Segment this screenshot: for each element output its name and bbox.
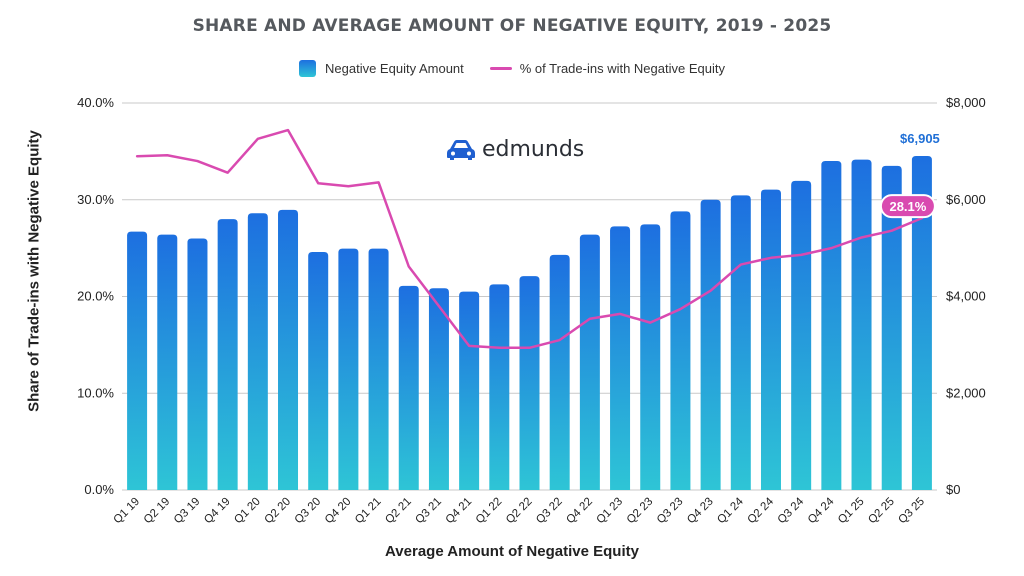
annotations: $6,905 28.1% xyxy=(879,131,940,219)
brand-text: edmunds xyxy=(482,137,585,162)
y-tick-right: $4,000 xyxy=(946,289,986,304)
bar xyxy=(700,199,721,490)
y-tick-right: $8,000 xyxy=(946,95,986,110)
x-tick-label: Q4 22 xyxy=(564,496,595,527)
x-tick-label: Q3 23 xyxy=(655,496,686,527)
y-tick-left: 10.0% xyxy=(77,385,114,400)
bar xyxy=(247,213,268,491)
y-tick-right: $2,000 xyxy=(946,385,986,400)
x-tick-label: Q1 25 xyxy=(836,496,867,527)
x-tick-label: Q3 19 xyxy=(172,496,203,527)
bar-value-label: $6,905 xyxy=(900,131,940,146)
x-tick-label: Q3 25 xyxy=(896,496,927,527)
y-axis-label-left: Share of Trade-ins with Negative Equity xyxy=(25,130,43,412)
x-tick-label: Q2 22 xyxy=(504,496,535,527)
bar xyxy=(881,165,902,490)
x-tick-label: Q2 19 xyxy=(142,496,173,527)
brand-logo: edmunds xyxy=(446,137,584,162)
bar xyxy=(187,238,208,490)
x-tick-label: Q2 24 xyxy=(745,495,776,526)
x-tick-label: Q2 23 xyxy=(625,496,656,527)
x-tick-label: Q2 20 xyxy=(263,496,294,527)
bar xyxy=(308,251,329,490)
bar xyxy=(670,211,691,491)
y-tick-right: $6,000 xyxy=(946,192,986,207)
legend-label-bars: Negative Equity Amount xyxy=(325,61,464,76)
bar xyxy=(459,291,480,490)
x-tick-label: Q4 21 xyxy=(444,496,475,527)
y-tick-right: $0 xyxy=(946,482,960,497)
x-tick-label: Q2 25 xyxy=(866,496,897,527)
x-tick-label: Q1 21 xyxy=(353,496,384,527)
x-axis-label: Average Amount of Negative Equity xyxy=(385,543,639,560)
y-tick-left: 0.0% xyxy=(84,482,114,497)
bar xyxy=(338,248,359,490)
bar xyxy=(821,161,842,491)
y-tick-left: 40.0% xyxy=(77,95,114,110)
bar xyxy=(851,159,872,490)
y-tick-left: 20.0% xyxy=(77,289,114,304)
bar xyxy=(610,226,631,490)
bar xyxy=(760,189,781,490)
x-tick-label: Q3 21 xyxy=(413,496,444,527)
bar xyxy=(791,180,812,491)
y-tick-left: 30.0% xyxy=(77,192,114,207)
line-value-label: 28.1% xyxy=(889,199,926,214)
x-tick-label: Q1 24 xyxy=(715,495,746,526)
x-tick-label: Q3 22 xyxy=(534,496,565,527)
legend-item-bars: Negative Equity Amount xyxy=(299,60,464,77)
chart-title: SHARE AND AVERAGE AMOUNT OF NEGATIVE EQU… xyxy=(192,16,832,36)
bar xyxy=(549,254,570,490)
x-tick-label: Q1 22 xyxy=(474,496,505,527)
car-icon xyxy=(447,139,475,160)
line-series xyxy=(135,128,924,350)
bar xyxy=(519,276,540,490)
x-tick-label: Q1 20 xyxy=(232,496,263,527)
x-tick-label: Q1 23 xyxy=(595,496,626,527)
bar xyxy=(489,284,510,490)
x-tick-label: Q1 19 xyxy=(112,496,143,527)
legend-swatch-bars xyxy=(299,60,317,77)
series-line xyxy=(135,128,924,350)
bar xyxy=(579,234,600,490)
x-tick-label: Q4 24 xyxy=(806,495,837,526)
bar xyxy=(278,209,299,490)
bar xyxy=(398,285,419,490)
legend: Negative Equity Amount % of Trade-ins wi… xyxy=(0,60,1024,77)
bar xyxy=(368,248,389,490)
bar-series xyxy=(127,155,932,491)
x-tick-label: Q3 24 xyxy=(776,495,807,526)
x-tick-label: Q4 20 xyxy=(323,496,354,527)
bar xyxy=(428,288,449,490)
x-tick-label: Q4 23 xyxy=(685,496,716,527)
legend-swatch-line xyxy=(489,67,512,70)
legend-item-line: % of Trade-ins with Negative Equity xyxy=(489,61,725,76)
bar xyxy=(911,155,932,490)
bar xyxy=(217,219,238,490)
line-value-pill xyxy=(879,194,936,219)
bar xyxy=(730,195,751,491)
x-tick-label: Q4 19 xyxy=(202,496,233,527)
bar xyxy=(640,224,661,490)
x-tick-label: Q3 20 xyxy=(293,496,324,527)
legend-label-line: % of Trade-ins with Negative Equity xyxy=(519,61,725,76)
bar xyxy=(127,231,148,491)
x-tick-label: Q2 21 xyxy=(383,496,414,527)
bar xyxy=(157,234,178,490)
